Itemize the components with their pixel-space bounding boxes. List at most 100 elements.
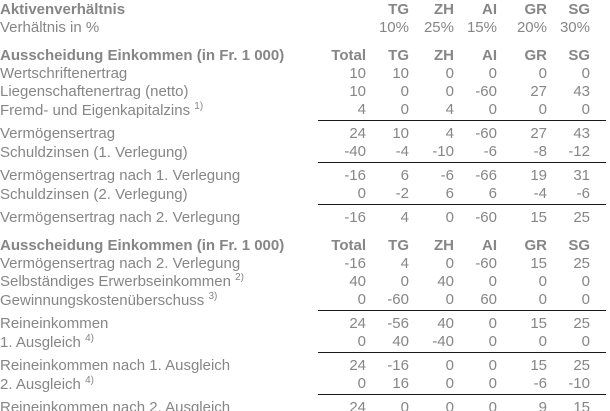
row-label: Gewinnungskostenüberschuss 3) (0, 291, 318, 311)
row-label-text: Vermögensertrag (0, 125, 116, 142)
cell-value: 0 (445, 255, 454, 272)
cell-value: ZH (434, 237, 454, 254)
cell-value: 0 (488, 357, 497, 374)
cell-value: 25% (423, 19, 454, 36)
cell-value: 0 (547, 333, 606, 353)
cell-value: 15% (466, 19, 497, 36)
row-label-text: Aktivenverhältnis (0, 1, 126, 18)
row-label-text: Vermögensertrag nach 2. Verlegung (0, 209, 241, 226)
cell-value: SG (568, 47, 590, 64)
cell-value: SG (568, 237, 590, 254)
table-row: Gewinnungskostenüberschuss 3) 0 -60 0 60 0 0 (0, 291, 606, 311)
cell-value: 43 (573, 83, 590, 100)
cell-value: 15 (573, 399, 590, 411)
row-label: Selbständiges Erwerbseinkommen 2) (0, 273, 318, 291)
cell-value: ZH (434, 47, 454, 64)
cell-value: -6 (440, 167, 454, 184)
cell-value: -6 (454, 143, 497, 163)
table-row: Reineinkommen nach 1. Ausgleich 24 -16 0 0 15… (0, 353, 606, 376)
cell-value: 27 (530, 125, 547, 142)
cell-value: 0 (497, 333, 547, 353)
table-section-header-row: Aktivenverhältnis TG ZH AI GR SG (0, 1, 606, 19)
cell-value: TG (388, 1, 409, 18)
cell-value: -16 (344, 255, 366, 272)
table-row: Vermögensertrag nach 2. Verlegung -16 4 0 -6… (0, 255, 606, 273)
row-label-text: Reineinkommen (0, 315, 109, 332)
footnote-marker: 3) (208, 291, 218, 302)
table-row: Schuldzinsen (1. Verlegung) -40 -4 -10 -6 -8-… (0, 143, 606, 163)
row-label-text: Ausscheidung Einkommen (in Fr. 1 000) (0, 47, 285, 64)
cell-value: 4 (400, 209, 409, 226)
cell-value: -10 (547, 375, 606, 395)
cell-value: 25 (573, 255, 590, 272)
cell-value: 24 (349, 125, 366, 142)
row-label: Reineinkommen nach 1. Ausgleich (0, 353, 318, 376)
cell-value: 40 (437, 315, 454, 332)
cell-value: -60 (366, 291, 409, 311)
table-row: Vermögensertrag 24 10 4 -60 27 43 (0, 121, 606, 144)
cell-value: GR (524, 237, 548, 254)
cell-value: TG (388, 47, 409, 64)
cell-value: 15 (530, 315, 547, 332)
cell-value: 4 (409, 101, 454, 121)
footnote-marker: 1) (194, 101, 204, 112)
row-label: Vermögensertrag nach 1. Verlegung (0, 163, 318, 186)
cell-value: Total (331, 237, 366, 254)
cell-value: -60 (475, 125, 497, 142)
row-label: Schuldzinsen (1. Verlegung) (0, 143, 318, 163)
footnote-marker: 4) (85, 375, 94, 386)
cell-value (318, 19, 366, 37)
cell-value: 25 (573, 209, 590, 226)
cell-value: -60 (475, 209, 497, 226)
table-row: Selbständiges Erwerbseinkommen 2) 40 0 40 0 0… (0, 273, 606, 291)
cell-value: 0 (488, 65, 497, 82)
cell-value: -16 (387, 357, 409, 374)
cell-value: 0 (445, 209, 454, 226)
cell-value: GR (524, 1, 548, 18)
cell-value: 6 (400, 167, 409, 184)
table-section-header-row: Ausscheidung Einkommen (in Fr. 1 000) Tot… (0, 37, 606, 65)
row-label-text: Reineinkommen nach 2. Ausgleich (0, 399, 231, 411)
cell-value: 30% (559, 19, 590, 36)
cell-value: TG (388, 237, 409, 254)
table-row: Verhältnis in % 10% 25% 15% 20% 30% (0, 19, 606, 37)
cell-value: 0 (400, 273, 409, 290)
row-label-text: 2. Ausgleich (0, 375, 81, 393)
row-label: 2. Ausgleich 4) (0, 375, 318, 395)
cell-value: 40 (366, 333, 409, 353)
row-label-text: Wertschriftenertrag (0, 65, 128, 82)
row-label-text: Verhältnis in % (0, 19, 100, 36)
cell-value: 0 (409, 291, 454, 311)
row-label-text: Vermögensertrag nach 1. Verlegung (0, 167, 241, 184)
row-label: Wertschriftenertrag (0, 65, 318, 83)
cell-value: AI (482, 47, 497, 64)
cell-value: -40 (318, 143, 366, 163)
row-label: Vermögensertrag (0, 121, 318, 144)
cell-value: -8 (497, 143, 547, 163)
cell-value: -16 (344, 167, 366, 184)
cell-value: SG (568, 1, 590, 18)
cell-value: 43 (573, 125, 590, 142)
cell-value: 15 (530, 209, 547, 226)
table-section-header-row: Ausscheidung Einkommen (in Fr. 1 000) Tot… (0, 227, 606, 255)
cell-value: AI (482, 1, 497, 18)
row-label-text: Schuldzinsen (2. Verlegung) (0, 185, 188, 203)
cell-value: -56 (387, 315, 409, 332)
cell-value: 0 (318, 291, 366, 311)
cell-value: 10 (349, 83, 366, 100)
row-label: Ausscheidung Einkommen (in Fr. 1 000) (0, 37, 318, 65)
cell-value (318, 1, 366, 19)
cell-value: -12 (547, 143, 606, 163)
cell-value: 4 (318, 101, 366, 121)
cell-value: 31 (573, 167, 590, 184)
cell-value: Total (331, 47, 366, 64)
cell-value: 25 (573, 315, 590, 332)
cell-value: 0 (409, 375, 454, 395)
cell-value: 0 (454, 333, 497, 353)
cell-value: -4 (366, 143, 409, 163)
cell-value: 10 (392, 125, 409, 142)
row-label-text: Vermögensertrag nach 2. Verlegung (0, 255, 241, 272)
cell-value: 24 (349, 315, 366, 332)
table-row: Liegenschaftenertrag (netto) 10 0 0 -60 27 43 (0, 83, 606, 101)
